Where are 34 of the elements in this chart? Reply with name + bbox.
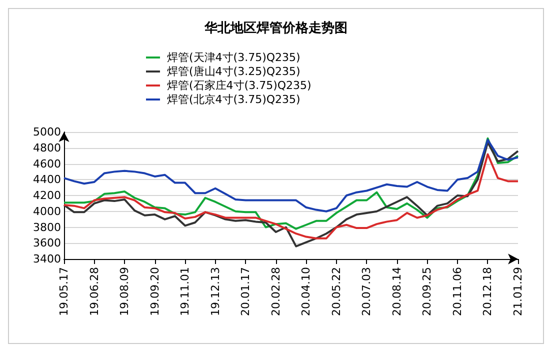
x-tick-label: 20.07.03 bbox=[360, 267, 374, 316]
x-tick-label: 20.12.18 bbox=[481, 267, 494, 316]
y-tick-label: 4200 bbox=[33, 189, 61, 202]
line-series bbox=[63, 138, 519, 212]
x-tick-label: 19.12.13 bbox=[208, 267, 222, 316]
y-tick-label: 3400 bbox=[33, 252, 61, 266]
x-tick-label: 20.04.10 bbox=[300, 267, 313, 316]
x-tick-label: 19.11.01 bbox=[178, 267, 192, 316]
x-tick-label: 21.01.29 bbox=[512, 267, 524, 316]
x-tick-label: 20.08.14 bbox=[390, 267, 404, 316]
x-tick-label: 20.05.22 bbox=[330, 267, 343, 316]
line-series bbox=[63, 153, 519, 240]
x-tick-label: 19.09.20 bbox=[148, 267, 162, 316]
y-tick-label: 5000 bbox=[33, 126, 61, 138]
legend-label: 焊管(唐山4寸(3.25)Q235) bbox=[167, 65, 300, 78]
x-tick-label: 20.02.28 bbox=[269, 267, 282, 316]
x-tick-label: 19.05.17 bbox=[58, 267, 70, 316]
x-tick-label: 20.11.06 bbox=[450, 267, 464, 316]
y-tick-label: 4000 bbox=[33, 204, 61, 218]
x-tick-label: 20.09.25 bbox=[420, 267, 434, 316]
chart-title: 华北地区焊管价格走势图 bbox=[204, 20, 348, 36]
x-tick-label: 19.06.28 bbox=[88, 267, 101, 316]
legend-label: 焊管(北京4寸(3.75)Q235) bbox=[167, 93, 300, 106]
y-tick-label: 4400 bbox=[33, 173, 61, 186]
y-tick-label: 4600 bbox=[33, 157, 61, 170]
legend-label: 焊管(石家庄4寸(3.75)Q235) bbox=[167, 79, 312, 92]
x-tick-label: 19.08.09 bbox=[118, 267, 132, 316]
line-series bbox=[63, 137, 519, 230]
legend-label: 焊管(天津4寸(3.75)Q235) bbox=[167, 51, 300, 64]
y-tick-label: 4800 bbox=[33, 141, 61, 154]
y-tick-label: 3600 bbox=[33, 236, 61, 250]
x-tick-label: 20.01.17 bbox=[239, 267, 252, 316]
line-series bbox=[63, 141, 519, 248]
y-tick-label: 3800 bbox=[33, 220, 61, 234]
